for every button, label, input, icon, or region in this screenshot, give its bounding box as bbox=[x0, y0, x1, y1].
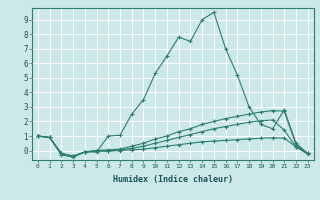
X-axis label: Humidex (Indice chaleur): Humidex (Indice chaleur) bbox=[113, 175, 233, 184]
